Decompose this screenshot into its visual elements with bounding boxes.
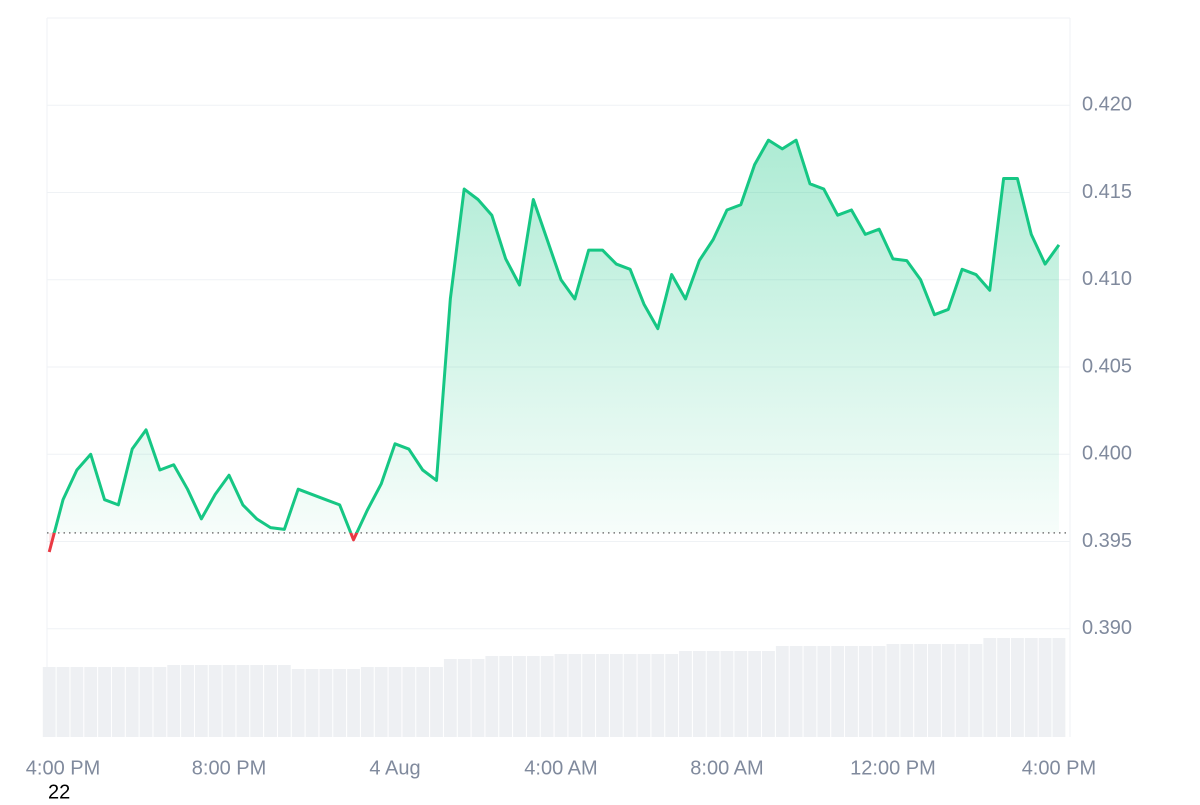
volume-bar — [347, 669, 360, 737]
volume-bar — [416, 667, 430, 737]
volume-bar — [56, 667, 70, 737]
volume-bar — [1011, 638, 1024, 737]
volume-bar — [762, 651, 775, 737]
x-tick-label: 4:00 PM — [1022, 757, 1096, 779]
volume-bar — [941, 644, 955, 737]
volume-bar — [789, 646, 803, 737]
volume-bar — [928, 644, 941, 737]
volume-bar — [900, 644, 914, 737]
volume-bar — [388, 667, 402, 737]
volume-bar — [194, 665, 208, 737]
volume-bar — [499, 656, 513, 737]
volume-bar — [264, 665, 277, 737]
volume-bar — [277, 665, 291, 737]
y-tick-label: 0.420 — [1082, 94, 1132, 116]
area — [54, 140, 1059, 533]
volume-bar — [333, 669, 347, 737]
volume-bar — [443, 659, 457, 737]
volume-bar — [554, 654, 568, 737]
y-tick-label: 0.415 — [1082, 181, 1132, 203]
volume-bar — [831, 646, 845, 737]
volume-bar — [111, 667, 125, 737]
volume-bar — [360, 667, 374, 737]
price-line — [52, 138, 1061, 533]
volume-bar — [181, 665, 194, 737]
volume-bar — [471, 659, 485, 737]
x-tick-label: 8:00 PM — [192, 757, 266, 779]
volume-bar — [236, 665, 250, 737]
volume-bar — [139, 667, 153, 737]
volume-bar — [609, 654, 623, 737]
volume-bar — [872, 646, 886, 737]
volume-bar — [679, 651, 692, 737]
volume-bar — [485, 656, 499, 737]
volume-bar — [42, 667, 56, 737]
volume-bar — [734, 651, 748, 737]
volume-bar — [1038, 638, 1052, 737]
volume-bar — [845, 646, 858, 737]
y-tick-label: 0.400 — [1082, 443, 1132, 465]
volume-bar — [70, 667, 84, 737]
x-tick-label: 8:00 AM — [690, 757, 763, 779]
x-tick-label: 12:00 PM — [850, 757, 936, 779]
volume-bar — [637, 654, 651, 737]
volume-bar — [222, 665, 236, 737]
y-tick-label: 0.405 — [1082, 355, 1132, 377]
volume-bar — [250, 665, 264, 737]
volume-bar — [84, 667, 98, 737]
volume-bar — [457, 659, 471, 737]
volume-bar — [291, 669, 305, 737]
volume-bar — [886, 644, 900, 737]
volume-bar — [402, 667, 416, 737]
volume-bar — [430, 667, 443, 737]
y-tick-label: 0.390 — [1082, 617, 1132, 639]
volume-bar — [540, 656, 554, 737]
volume-bar — [582, 654, 596, 737]
volume-bar — [914, 644, 928, 737]
volume-bar — [98, 667, 111, 737]
volume-bar — [1052, 638, 1066, 737]
volume-bar — [997, 638, 1011, 737]
volume-bar — [706, 651, 720, 737]
volume-bar — [526, 656, 540, 737]
volume-bar — [374, 667, 388, 737]
volume-bar — [803, 646, 817, 737]
volume-bar — [858, 646, 872, 737]
volume-bar — [305, 669, 319, 737]
volume-bar — [208, 665, 222, 737]
volume-bar — [969, 644, 983, 737]
x-tick-label: 4:00 PM — [26, 757, 100, 779]
volume-bar — [153, 667, 167, 737]
volume-bar — [720, 651, 734, 737]
volume-bar — [513, 656, 526, 737]
y-tick-label: 0.395 — [1082, 530, 1132, 552]
volume-bar — [651, 654, 665, 737]
volume-bar — [568, 654, 582, 737]
volume-bar — [665, 654, 679, 737]
volume-bar — [125, 667, 139, 737]
volume-bar — [748, 651, 762, 737]
volume-bar — [623, 654, 637, 737]
volume-bar — [983, 638, 997, 737]
volume-bar — [692, 651, 706, 737]
volume-bar — [1024, 638, 1038, 737]
x-tick-label: 4 Aug — [369, 757, 420, 779]
volume-bar — [775, 646, 789, 737]
volume-bar — [955, 644, 969, 737]
footer-text: 22 — [48, 781, 70, 800]
volume-bar — [817, 646, 831, 737]
y-tick-label: 0.410 — [1082, 268, 1132, 290]
volume-bar — [596, 654, 609, 737]
volume-bar — [167, 665, 181, 737]
x-tick-label: 4:00 AM — [524, 757, 597, 779]
volume-bar — [319, 669, 333, 737]
